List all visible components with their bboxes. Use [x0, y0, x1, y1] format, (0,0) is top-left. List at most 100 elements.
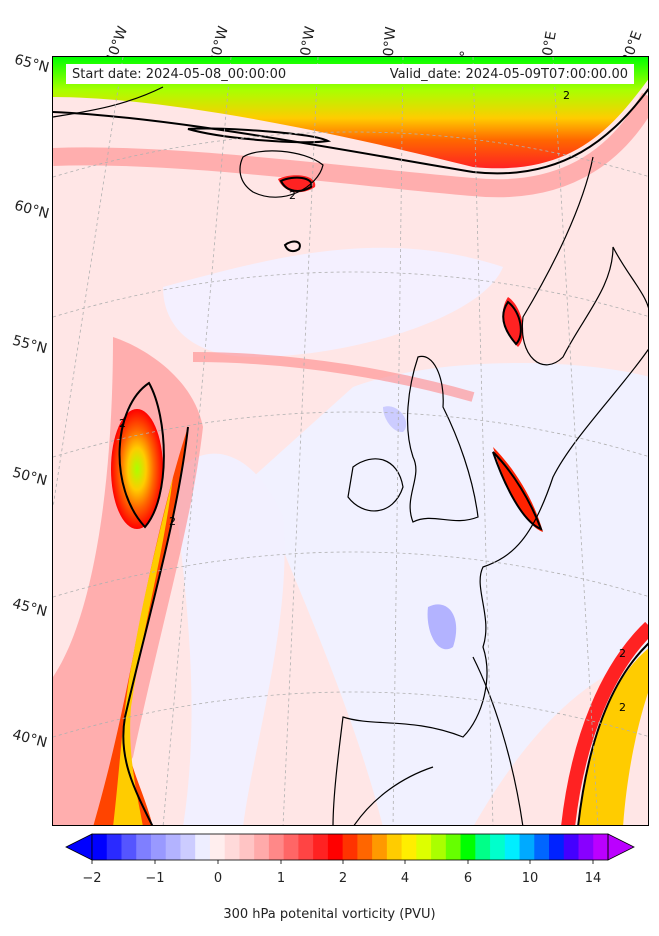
colorbar-segment [136, 834, 152, 860]
date-header: Start date: 2024-05-08_00:00:00 Valid_da… [66, 64, 634, 84]
blue-patch-biscay [427, 604, 457, 650]
pv-contour-cutoff [118, 381, 165, 529]
lat-label-60n: 60°N [12, 197, 51, 223]
coast-greenland [53, 86, 164, 118]
low-pv-region-east [253, 363, 648, 825]
pv-contour-iceland [279, 176, 313, 192]
contour-label-6: 2 [289, 189, 296, 202]
coast-africa [353, 766, 434, 825]
cbar-tick-0: 0 [213, 871, 223, 886]
lat-label-45n: 45°N [10, 595, 49, 621]
colorbar-segment [578, 834, 594, 860]
northern-jet-edge [53, 92, 648, 198]
colorbar-border [91, 833, 609, 861]
cutoff-band [53, 337, 203, 825]
colorbar-segment [283, 834, 299, 860]
colorbar-segment [224, 834, 240, 860]
contour-label-3: 2 [169, 515, 176, 528]
colorbar-segment [593, 834, 609, 860]
cbar-tick-10: 10 [521, 871, 539, 886]
colorbar-segment [165, 834, 181, 860]
colorbar-segment [180, 834, 196, 860]
colorbar-segment [504, 834, 521, 860]
colorbar-segment [431, 834, 447, 860]
coast-europe [332, 348, 648, 825]
start-date-text: Start date: 2024-05-08_00:00:00 [72, 66, 287, 82]
coast-iberia-east [472, 656, 524, 825]
low-pv-region-west [173, 453, 285, 825]
colorbar-segment [121, 834, 137, 860]
coast-britain [406, 355, 479, 523]
coast-scandinavia [521, 156, 648, 366]
pv-contour-north [53, 87, 648, 175]
colorbar-right-arrow [607, 833, 635, 861]
coast-iceland [239, 150, 324, 198]
cbar-tick-6: 6 [463, 871, 473, 886]
colorbar-title: 300 hPa potenital vorticity (PVU) [223, 907, 436, 922]
colorbar-segment [254, 834, 270, 860]
colorbar-segment [106, 834, 122, 860]
cbar-tick-4: 4 [400, 871, 410, 886]
southeast-streamer-edge [561, 621, 648, 825]
contour-label-1: 2 [563, 89, 570, 102]
colorbar-segment [519, 834, 535, 860]
blue-patch-uk [383, 406, 407, 433]
colorbar-segment [239, 834, 255, 860]
colorbar-segment [342, 834, 358, 860]
colorbar-segment [357, 834, 373, 860]
pv-map: 2 2 2 2 2 2 [53, 57, 648, 825]
colorbar-segment [563, 834, 580, 860]
mid-band [192, 352, 475, 402]
colorbar-left-arrow [65, 833, 93, 861]
colorbar-segment [313, 834, 329, 860]
cbar-tick--1: −1 [145, 871, 165, 886]
lat-label-50n: 50°N [10, 464, 49, 490]
valid-date-text: Valid_date: 2024-05-09T07:00:00.00 [389, 66, 628, 82]
lat-label-55n: 55°N [10, 332, 49, 358]
southeast-streamer [578, 648, 648, 825]
colorbar-segment [268, 834, 285, 860]
north-sea-streamer [493, 447, 543, 532]
southwest-streamer-core [113, 477, 173, 825]
colorbar-segment [490, 834, 506, 860]
norway-blob [502, 297, 524, 347]
colorbar-segment [327, 834, 344, 860]
low-pv-region-north [163, 247, 503, 357]
pv-contour-north-2 [187, 127, 332, 144]
colorbar-segment [92, 834, 108, 860]
colorbar-segment [209, 834, 226, 860]
contour-label-5: 2 [619, 701, 626, 714]
colorbar-tick-labels: −2 −1 0 1 2 4 6 10 14 [0, 871, 659, 891]
colorbar-segment [401, 834, 417, 860]
cbar-tick-2: 2 [338, 871, 348, 886]
cbar-tick--2: −2 [82, 871, 102, 886]
contour-label-2: 2 [119, 417, 126, 430]
colorbar-segment [372, 834, 388, 860]
map-frame: 2 2 2 2 2 2 [52, 56, 649, 826]
pv-contour-norway [502, 300, 522, 346]
lat-label-40n: 40°N [10, 726, 49, 752]
pv-contour-north-sea [492, 451, 543, 531]
colorbar-segment [416, 834, 432, 860]
colorbar-segment [475, 834, 491, 860]
northern-jet [53, 57, 648, 169]
cbar-tick-1: 1 [276, 871, 286, 886]
colorbar-segment [534, 834, 550, 860]
colorbar-segment [298, 834, 314, 860]
colorbar-segment [549, 834, 565, 860]
graticule [53, 57, 648, 825]
pv-contour-south-iceland [283, 240, 301, 253]
colorbar [65, 833, 635, 864]
colorbar-segment [460, 834, 476, 860]
pv-contour-southwest [122, 426, 189, 825]
colorbar-segment [386, 834, 403, 860]
cutoff-core [111, 409, 163, 529]
coast-ireland [347, 458, 404, 512]
colorbar-segment [150, 834, 167, 860]
colorbar-segment [445, 834, 462, 860]
colorbar-segment [195, 834, 211, 860]
lat-label-65n: 65°N [12, 51, 51, 77]
contour-label-4: 2 [619, 647, 626, 660]
pv-contour-southeast [577, 642, 648, 825]
cbar-tick-14: 14 [584, 871, 602, 886]
